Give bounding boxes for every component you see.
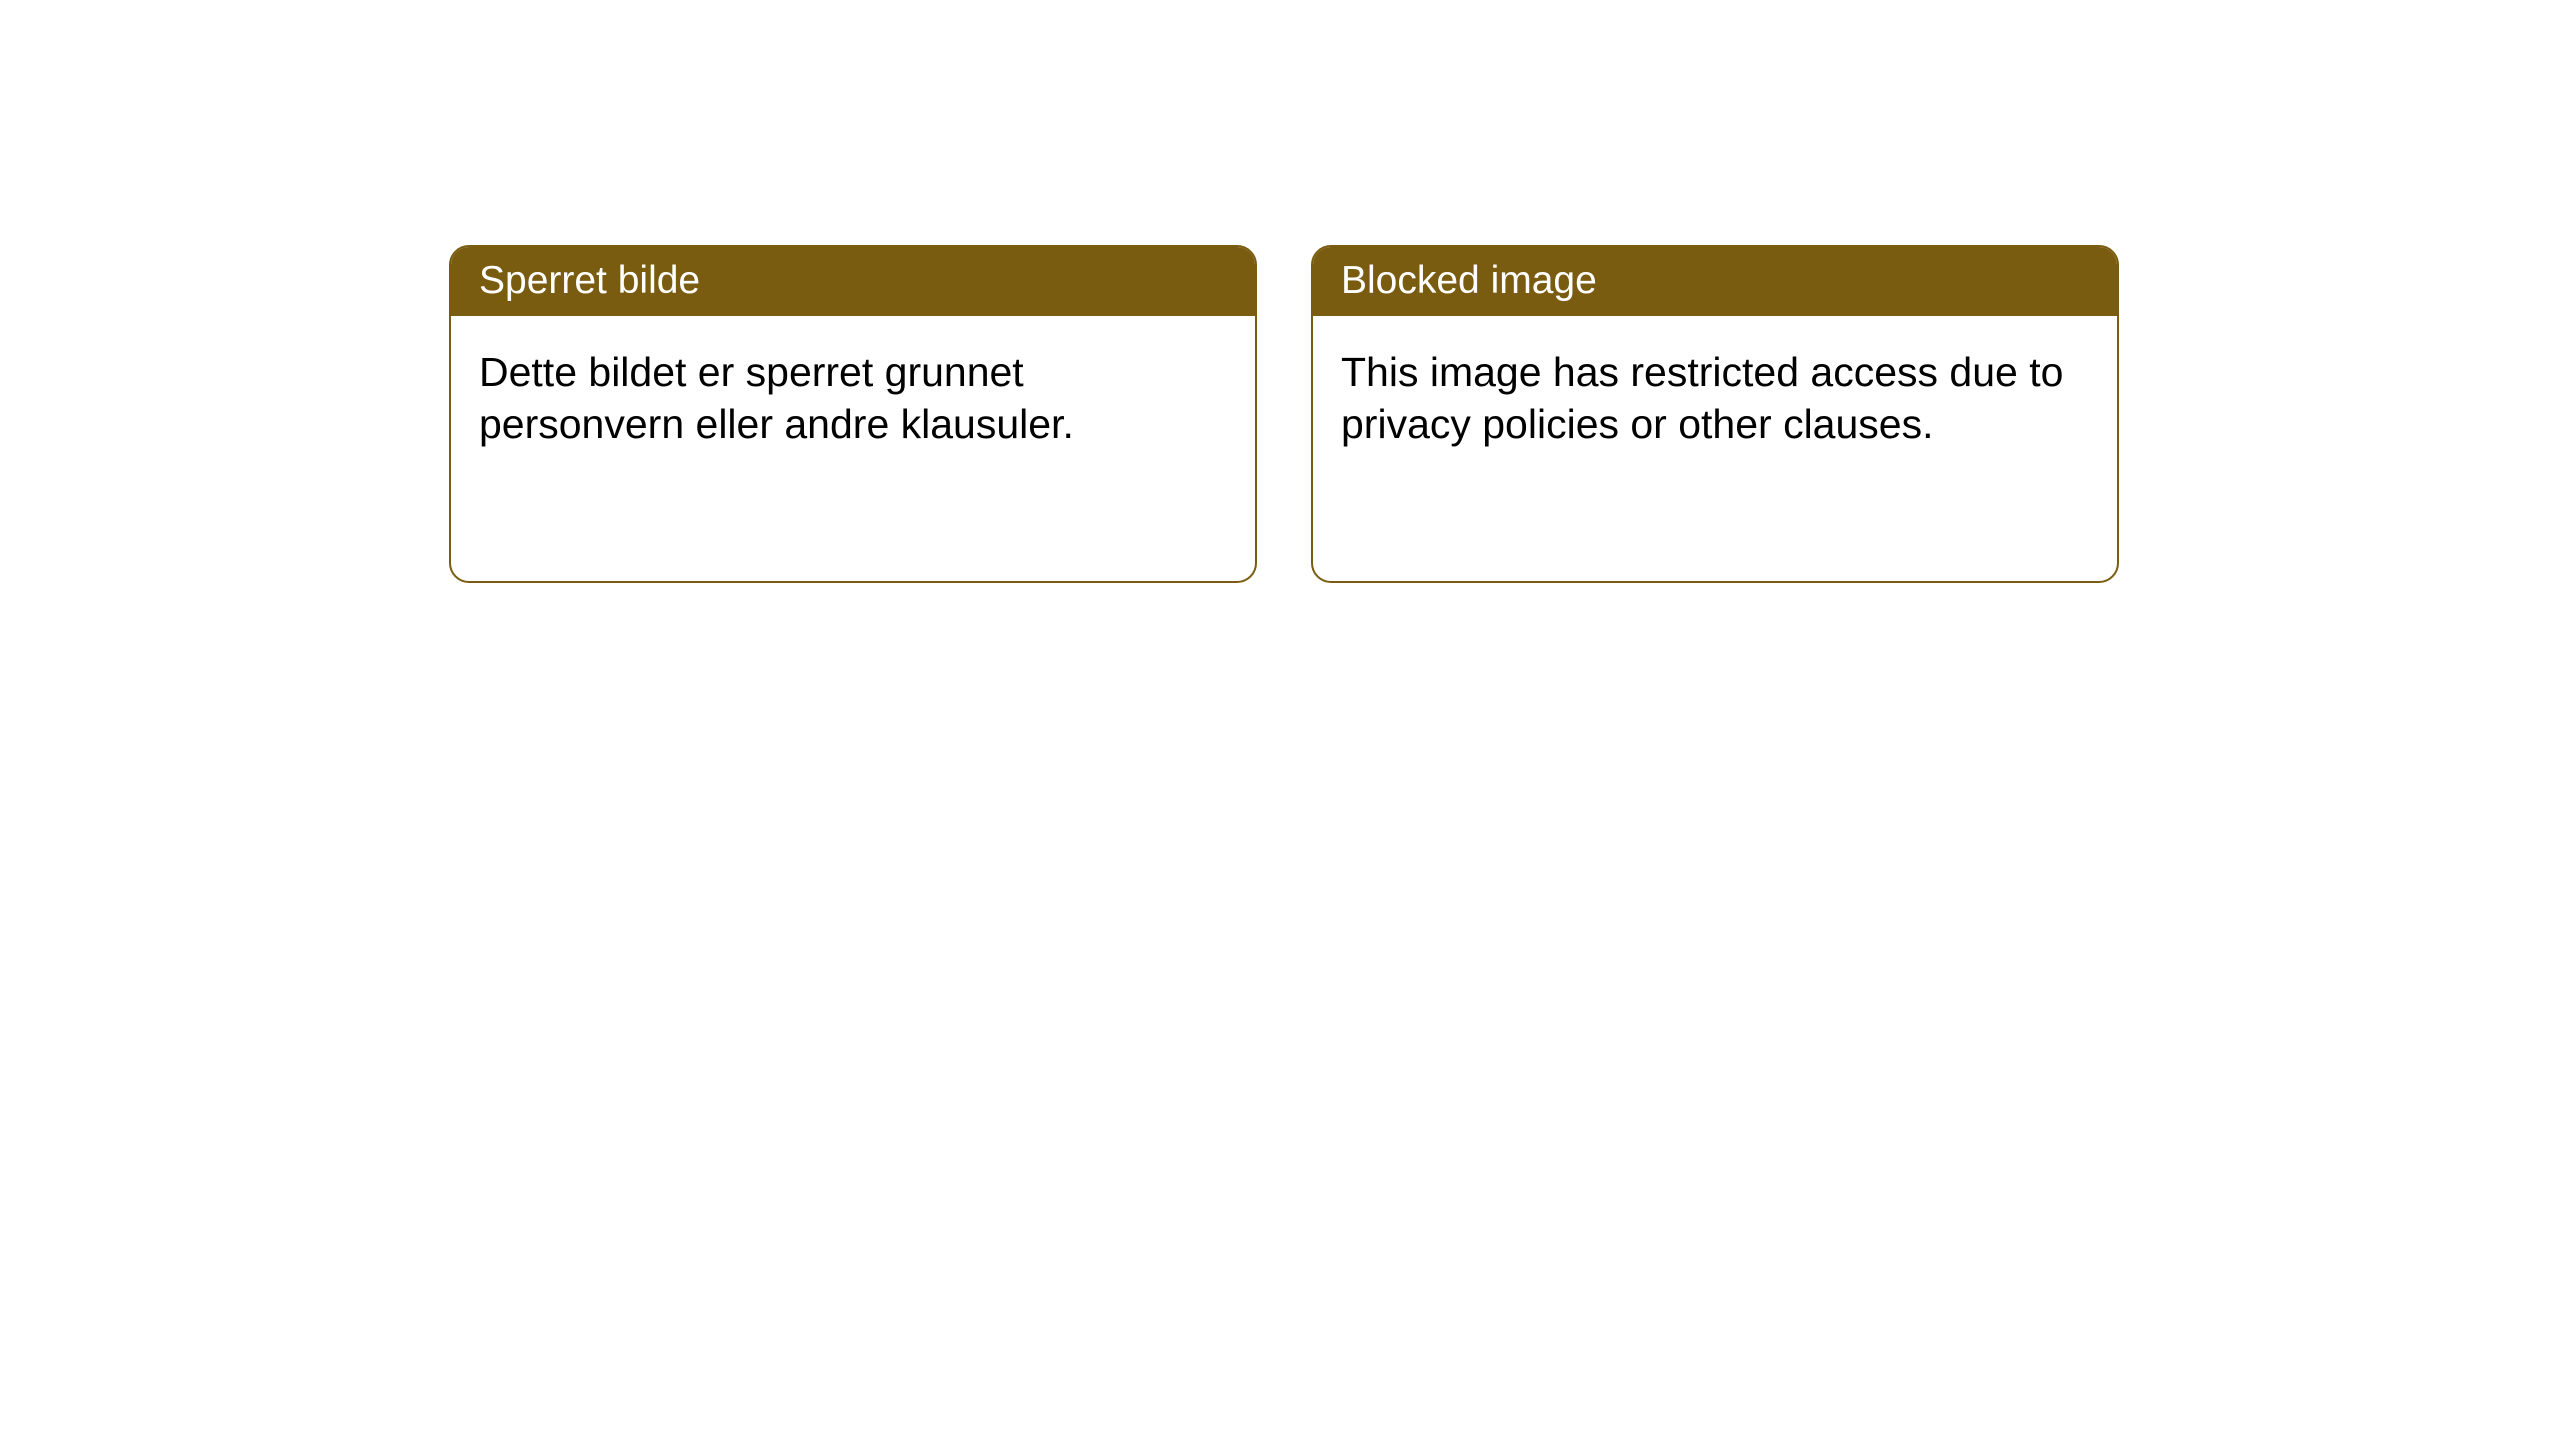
notice-header: Sperret bilde: [451, 247, 1255, 316]
notice-header: Blocked image: [1313, 247, 2117, 316]
notice-container: Sperret bilde Dette bildet er sperret gr…: [449, 245, 2119, 583]
notice-body: This image has restricted access due to …: [1313, 316, 2117, 481]
notice-body: Dette bildet er sperret grunnet personve…: [451, 316, 1255, 481]
notice-card-norwegian: Sperret bilde Dette bildet er sperret gr…: [449, 245, 1257, 583]
notice-card-english: Blocked image This image has restricted …: [1311, 245, 2119, 583]
